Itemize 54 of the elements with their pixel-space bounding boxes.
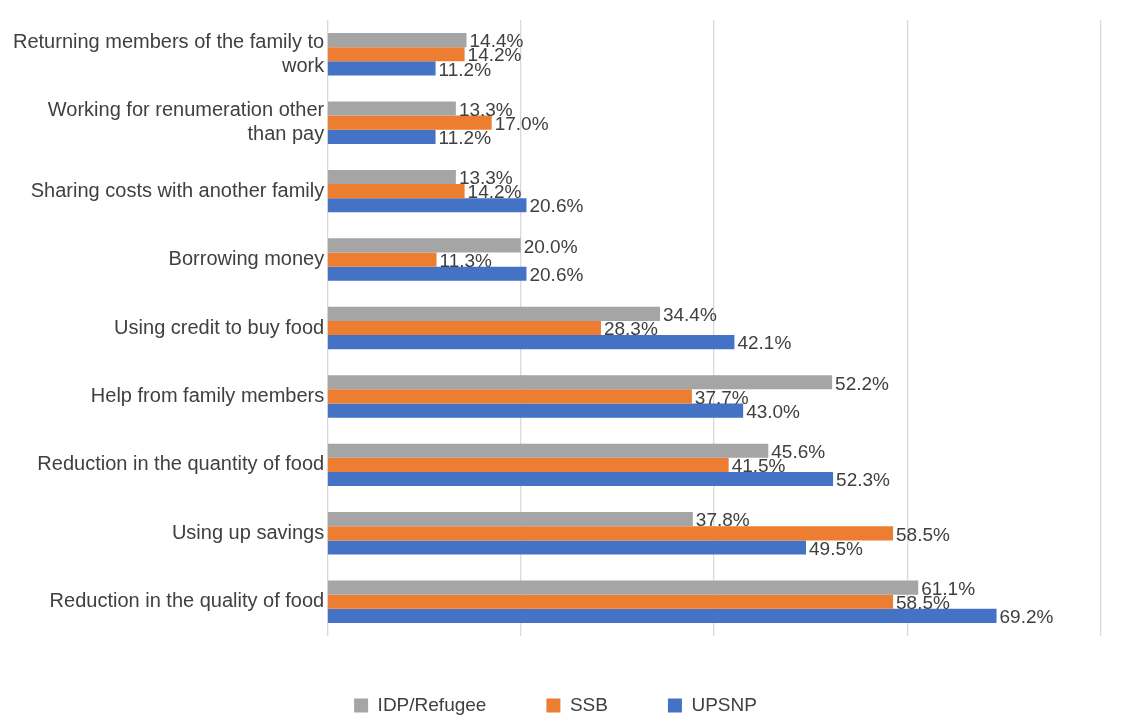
data-label: 52.2% bbox=[835, 372, 890, 394]
data-label: 69.2% bbox=[999, 606, 1054, 628]
data-label: 11.3% bbox=[439, 249, 493, 271]
data-label: 37.7% bbox=[694, 386, 749, 408]
data-label: 49.5% bbox=[809, 537, 863, 559]
y-tick-label: Returning members of the family to work bbox=[12, 29, 326, 76]
y-tick-label: Using up savings bbox=[171, 520, 325, 543]
legend-label: IDP/Refugee bbox=[377, 693, 487, 715]
data-label: 34.4% bbox=[662, 304, 717, 326]
bar bbox=[327, 580, 919, 595]
bar bbox=[327, 403, 744, 418]
bar bbox=[327, 594, 894, 609]
data-label: 58.5% bbox=[896, 523, 951, 545]
bar bbox=[327, 184, 465, 199]
y-tick-label: Borrowing money bbox=[168, 247, 325, 270]
bar bbox=[327, 540, 806, 555]
bar bbox=[327, 101, 456, 116]
data-label: 37.8% bbox=[695, 509, 750, 531]
legend-label: UPSNP bbox=[691, 693, 757, 715]
y-tick-label: Using credit to buy food bbox=[114, 315, 325, 338]
bar bbox=[327, 526, 894, 541]
bar bbox=[327, 457, 729, 472]
bar bbox=[327, 238, 521, 253]
y-tick-label: Reduction in the quantity of food bbox=[37, 452, 325, 475]
bar bbox=[327, 115, 492, 130]
bar bbox=[327, 443, 769, 458]
bar bbox=[327, 335, 735, 350]
data-label: 52.3% bbox=[836, 469, 891, 491]
bar bbox=[327, 266, 527, 281]
bar bbox=[327, 129, 436, 144]
y-tick-label: Working for renumeration other than pay bbox=[47, 98, 325, 145]
bar bbox=[327, 389, 692, 404]
data-label: 20.0% bbox=[523, 235, 578, 257]
bar bbox=[327, 169, 456, 185]
data-label: 28.3% bbox=[603, 318, 658, 340]
bar bbox=[327, 198, 527, 213]
bar bbox=[327, 320, 601, 336]
data-label: 20.6% bbox=[529, 195, 584, 217]
bar bbox=[327, 471, 834, 487]
bar bbox=[327, 608, 997, 623]
bar bbox=[327, 375, 833, 390]
bar bbox=[327, 512, 693, 527]
legend-label: SSB bbox=[569, 693, 608, 715]
y-tick-label: Reduction in the quality of food bbox=[49, 589, 325, 612]
bar bbox=[327, 252, 437, 267]
data-label: 42.1% bbox=[737, 332, 792, 354]
data-label: 20.6% bbox=[529, 263, 584, 285]
bar bbox=[327, 61, 436, 76]
data-label: 11.2% bbox=[438, 127, 492, 149]
y-tick-label: Sharing costs with another family bbox=[30, 178, 325, 201]
bar bbox=[327, 47, 465, 62]
bar bbox=[327, 33, 467, 48]
y-tick-label: Help from family members bbox=[90, 383, 325, 406]
bar bbox=[327, 306, 660, 321]
